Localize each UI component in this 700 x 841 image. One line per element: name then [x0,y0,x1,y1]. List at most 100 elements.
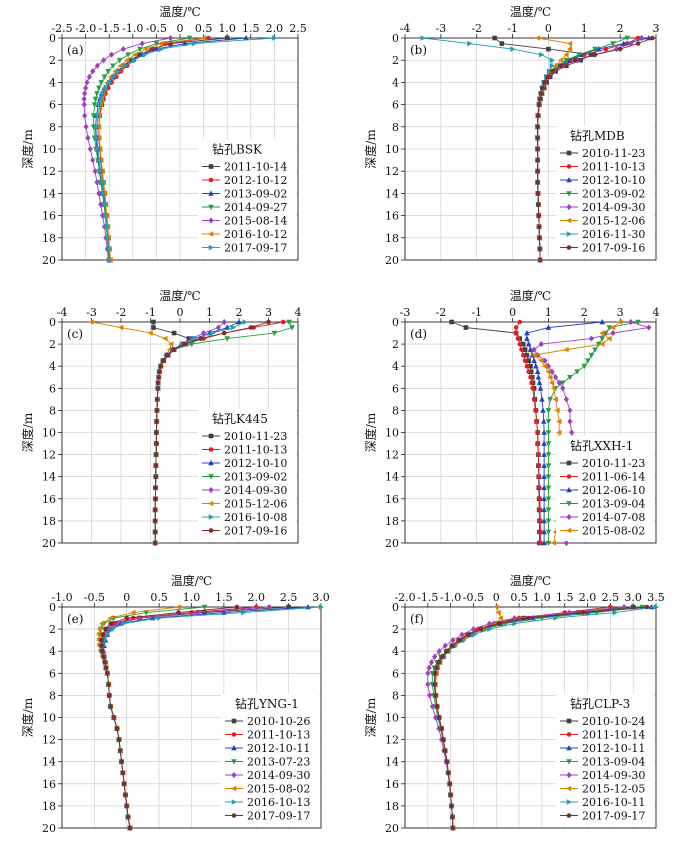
data-point [545,485,552,491]
legend-label: 2017-09-16 [224,525,287,538]
legend: 钻孔MDB 2010-11-232011-10-132012-10-102013-… [556,126,654,258]
x-tick-label: 0 [493,591,500,604]
y-tick-label: 20 [42,254,56,267]
data-point [121,620,127,627]
data-point [573,57,578,63]
y-tick-label: 14 [42,756,56,769]
data-point [103,85,109,91]
legend-label: 2013-09-02 [224,188,287,201]
data-point [171,330,177,336]
data-point [617,319,623,325]
y-tick-label: 4 [49,360,56,373]
data-point [99,179,106,186]
data-point [154,441,159,446]
data-point [552,396,558,403]
x-tick-label: -1 [507,22,518,35]
data-point [628,318,634,326]
data-point [552,62,558,69]
y-tick-label: 16 [42,493,56,506]
data-point [497,615,504,621]
data-point [546,68,553,75]
data-point [98,201,104,208]
x-tick-label: 1 [581,22,588,35]
data-point [537,246,543,252]
data-point [90,157,96,164]
data-point [154,430,159,435]
y-tick-label: 6 [49,99,56,112]
data-point [151,319,156,325]
legend-label: 2010-11-23 [224,430,287,443]
x-tick-label: 1.5 [242,22,260,35]
data-point [558,63,564,69]
y-tick-label: 0 [49,601,56,614]
data-point [147,330,153,336]
data-point [434,665,439,671]
y-tick-label: 8 [392,404,399,417]
data-point [153,496,158,502]
data-point [186,35,193,42]
legend-label: 2014-09-30 [247,769,310,782]
data-point [467,40,473,47]
data-point [224,336,230,342]
x-tick-label: -2 [471,22,482,35]
legend-swatch-marker [231,813,237,818]
y-tick-label: 6 [392,667,399,680]
y-tick-label: 6 [49,382,56,395]
data-point [531,352,537,358]
legend-label: 2015-08-14 [224,215,287,228]
data-point [108,51,115,58]
legend-swatch-marker [208,177,214,183]
x-tick-label: -1.0 [51,591,72,604]
data-point [176,610,181,615]
data-point [525,341,532,347]
x-tick-label: 2.5 [280,591,298,604]
y-tick-label: 4 [49,645,56,658]
data-point [624,35,631,42]
legend-swatch-marker [566,474,572,479]
x-axis-title: 温度/℃ [510,573,551,588]
data-point [155,380,161,386]
data-point [271,330,278,337]
data-point [535,146,540,152]
data-point [537,485,542,491]
data-point [142,46,149,52]
data-point [535,374,542,380]
data-point [189,341,195,348]
data-point [436,648,442,655]
data-point [241,609,247,616]
data-point [549,57,556,63]
legend: 钻孔YNG-12010-10-262011-10-132012-10-11201… [221,694,319,826]
y-tick-label: 4 [392,645,399,658]
data-point [125,52,131,58]
data-point [99,643,104,648]
data-point [538,51,545,58]
legend-label: 2011-10-14 [582,729,645,742]
data-point [595,46,602,52]
data-point [541,506,547,513]
data-point [635,319,641,326]
data-point [182,341,187,347]
y-tick-label: 14 [42,471,56,484]
x-tick-label: 0.5 [195,22,213,35]
legend-label: 2013-09-04 [582,756,645,769]
data-point [510,46,516,52]
x-tick-label: 3.0 [312,591,330,604]
data-point [206,35,211,41]
legend-label: 2017-09-16 [582,242,645,255]
y-tick-label: 8 [49,404,56,417]
legend-label: 2015-12-05 [582,783,645,796]
data-point [420,35,426,41]
data-point [157,369,162,375]
data-point [132,51,138,58]
data-point [541,462,547,468]
data-point [599,330,605,336]
data-point [154,397,160,402]
panel-b: -4 -3 -2 -1 0 1 2 302468101214161820温度/℃深度/m(b)… [363,4,660,267]
data-point [539,396,545,402]
data-point [92,168,98,175]
data-point [459,631,465,638]
data-point [446,770,451,776]
data-point [535,135,540,141]
data-point [535,191,541,196]
data-point [428,659,435,666]
